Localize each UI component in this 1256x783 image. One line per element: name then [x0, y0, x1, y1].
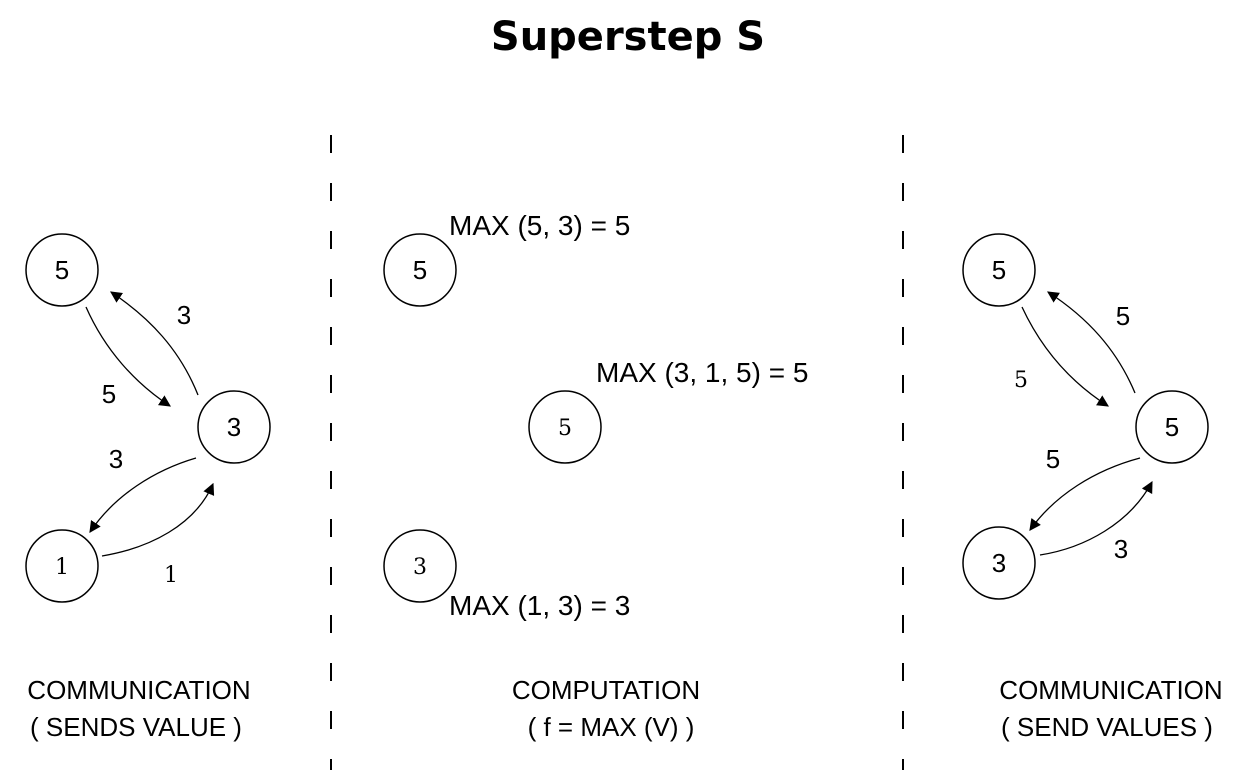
right-label-to-bottom: 5 — [1046, 444, 1060, 474]
formula-middle: MAX (3, 1, 5) = 5 — [596, 357, 808, 388]
panel-right: 5 5 3 5 5 5 3 COMMUNICATION ( SEND VALUE… — [962, 233, 1223, 742]
right-arrow-top-to-mid — [1021, 306, 1109, 407]
middle-node-top-value: 5 — [413, 255, 427, 285]
left-label-to-top: 3 — [177, 300, 191, 330]
right-arrow-bottom-to-mid — [1039, 480, 1153, 556]
right-caption-line2: ( SEND VALUES ) — [1001, 712, 1213, 742]
left-caption-line1: COMMUNICATION — [27, 675, 250, 705]
left-caption-line2: ( SENDS VALUE ) — [30, 712, 242, 742]
middle-node-middle-value: 5 — [558, 416, 572, 441]
left-arrow-mid-to-bottom — [89, 457, 197, 533]
left-label-top-to-mid: 5 — [102, 379, 116, 409]
middle-node-bottom: 3 — [383, 529, 457, 603]
right-caption-line1: COMMUNICATION — [999, 675, 1222, 705]
right-node-middle: 5 — [1135, 390, 1209, 464]
right-node-bottom: 3 — [962, 526, 1036, 600]
left-arrow-mid-to-top — [110, 291, 199, 396]
middle-node-middle: 5 — [528, 390, 602, 464]
left-node-top-value: 5 — [55, 255, 69, 285]
left-label-bottom-to-mid: 1 — [164, 563, 178, 588]
right-arrow-mid-to-top — [1047, 291, 1136, 394]
left-arrow-top-to-mid — [85, 306, 171, 407]
panel-middle: 5 5 3 MAX (5, 3) = 5 MAX (3, 1, 5) = 5 M… — [383, 210, 808, 742]
middle-caption-line2: ( f = MAX (V) ) — [528, 712, 695, 742]
left-node-bottom: 1 — [25, 529, 99, 603]
right-label-bottom-to-mid: 3 — [1114, 534, 1128, 564]
left-node-middle-value: 3 — [227, 412, 241, 442]
right-node-bottom-value: 3 — [992, 548, 1006, 578]
right-node-top-value: 5 — [992, 255, 1006, 285]
diagram-title: Superstep S — [490, 14, 766, 60]
right-node-top: 5 — [962, 233, 1036, 307]
left-node-middle: 3 — [197, 390, 271, 464]
left-node-bottom-value: 1 — [55, 555, 69, 580]
right-node-middle-value: 5 — [1165, 412, 1179, 442]
middle-node-top: 5 — [383, 233, 457, 307]
middle-caption-line1: COMPUTATION — [512, 675, 700, 705]
right-arrow-mid-to-bottom — [1029, 457, 1141, 531]
right-label-top-to-mid: 5 — [1014, 368, 1028, 393]
right-label-to-top: 5 — [1116, 301, 1130, 331]
formula-bottom: MAX (1, 3) = 3 — [449, 590, 630, 621]
left-label-to-bottom: 3 — [109, 444, 123, 474]
left-arrow-bottom-to-mid — [101, 482, 215, 557]
left-node-top: 5 — [25, 233, 99, 307]
middle-node-bottom-value: 3 — [413, 555, 427, 580]
formula-top: MAX (5, 3) = 5 — [449, 210, 630, 241]
panel-left: 5 3 1 3 5 3 1 COMMUNICATION ( SENDS VALU… — [25, 233, 271, 742]
